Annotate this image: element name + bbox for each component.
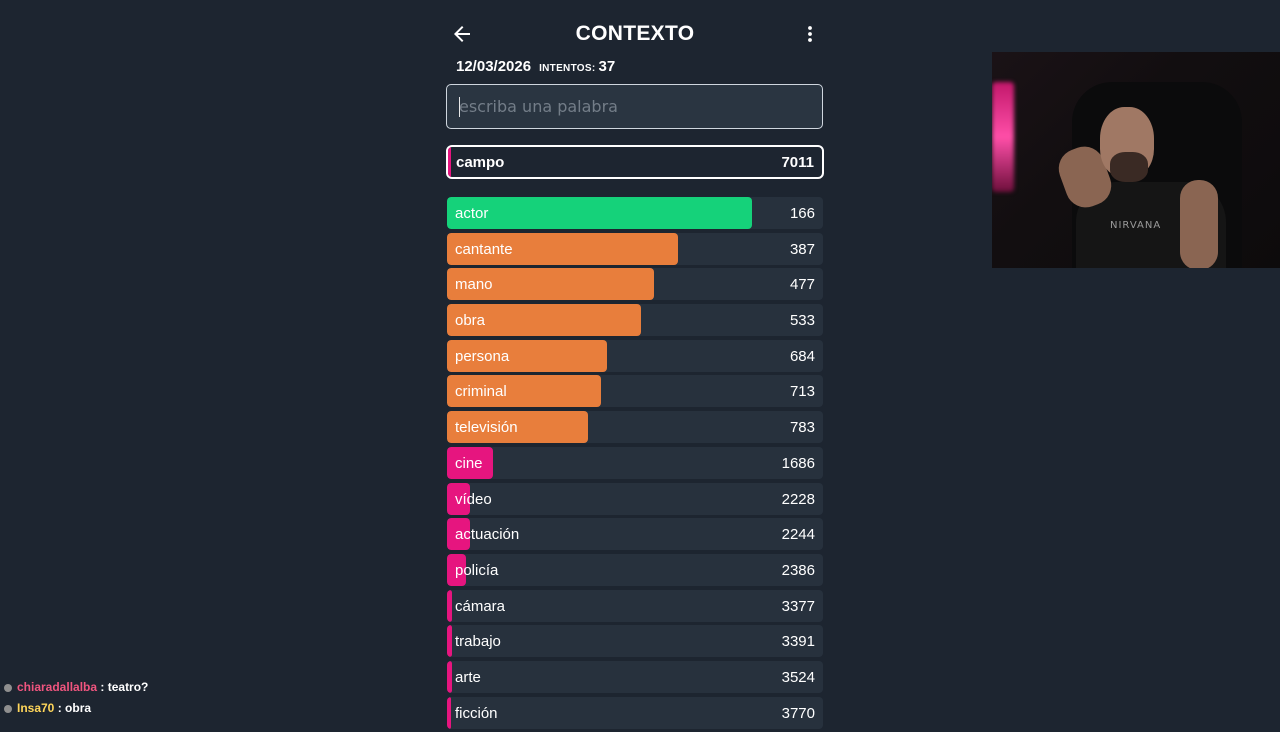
similarity-bar	[447, 518, 470, 551]
contexto-app: CONTEXTO 12/03/2026 INTENTOS:37 campo 701…	[446, 0, 824, 729]
more-vertical-icon	[808, 26, 812, 42]
shirt-print: NIRVANA	[1110, 220, 1162, 231]
similarity-bar	[447, 625, 453, 658]
guess-word: policía	[455, 561, 499, 579]
guess-rank: 684	[789, 347, 815, 365]
chat-username: chiaradallalba	[17, 680, 98, 694]
guess-rank: 713	[789, 383, 815, 401]
guess-word: mano	[455, 276, 493, 294]
similarity-bar	[447, 589, 453, 622]
guess-rank: 3770	[781, 704, 815, 722]
similarity-bar	[447, 339, 607, 372]
guess-rank: 3524	[781, 668, 815, 686]
guess-row: cantante 387	[447, 232, 823, 265]
chat-text: : obra	[57, 701, 92, 715]
guess-row: vídeo 2228	[447, 482, 823, 515]
similarity-bar	[447, 660, 452, 693]
guess-rank: 1686	[781, 454, 815, 472]
guess-rank: 3377	[781, 597, 815, 615]
guess-list: actor 166 cantante 387 mano 477 obra 533 persona…	[447, 197, 823, 732]
chat-message: Insa70 : obra	[4, 701, 148, 722]
similarity-bar	[447, 482, 470, 515]
similarity-bar	[447, 375, 602, 408]
guess-word: cámara	[455, 597, 506, 615]
similarity-bar	[447, 197, 752, 229]
more-menu-button[interactable]	[798, 22, 822, 46]
guess-rank: 477	[789, 276, 815, 294]
page-title: CONTEXTO	[575, 22, 695, 45]
guess-row: criminal 713	[447, 375, 823, 408]
current-guess: campo 7011	[446, 145, 824, 179]
chat-username: Insa70	[17, 701, 55, 715]
current-guess-word: campo	[456, 154, 505, 171]
guess-word: vídeo	[455, 490, 492, 508]
guess-word: televisión	[455, 419, 518, 437]
guess-row: actor 166	[447, 197, 823, 229]
attempts-label: INTENTOS:	[539, 63, 596, 74]
guess-word: ficción	[455, 704, 498, 722]
guess-word: actuación	[455, 526, 520, 544]
guess-row: trabajo 3391	[447, 625, 823, 658]
guess-row: obra 533	[447, 304, 823, 337]
guess-row: policía 2386	[447, 553, 823, 586]
game-date: 12/03/2026	[456, 58, 532, 75]
guess-rank: 166	[789, 205, 815, 222]
user-badge-icon	[4, 683, 12, 692]
guess-word: trabajo	[455, 633, 501, 651]
current-guess-rank: 7011	[781, 154, 814, 171]
current-guess-accent	[448, 147, 451, 177]
attempts-count: 37	[598, 58, 616, 75]
guess-row: televisión 783	[447, 411, 823, 444]
guess-row: mano 477	[447, 268, 823, 301]
chat-message: chiaradallalba : teatro?	[4, 680, 148, 701]
guess-word: cantante	[455, 240, 513, 258]
guess-rank: 2244	[781, 526, 815, 544]
similarity-bar	[447, 268, 654, 301]
text-caret	[459, 97, 460, 117]
guess-row: arte 3524	[447, 660, 823, 693]
guess-word: obra	[455, 312, 486, 330]
game-info: 12/03/2026 INTENTOS: 37	[456, 58, 615, 75]
guess-word: cine	[455, 454, 483, 472]
guess-row: actuación 2244	[447, 518, 823, 551]
guess-rank: 533	[789, 312, 815, 330]
similarity-bar	[447, 411, 588, 444]
header: CONTEXTO	[446, 18, 824, 50]
user-badge-icon	[4, 704, 12, 713]
similarity-bar	[447, 232, 679, 265]
similarity-bar	[447, 553, 466, 586]
stream-chat: chiaradallalba : teatro? Insa70 : obra	[4, 680, 148, 722]
word-input-box	[446, 84, 823, 129]
similarity-bar	[447, 304, 641, 337]
guess-rank: 783	[789, 419, 815, 437]
word-input[interactable]	[447, 85, 822, 128]
guess-rank: 2386	[781, 561, 815, 579]
streamer-arm-right	[1180, 180, 1218, 268]
chat-text: : teatro?	[100, 680, 149, 694]
guess-word: arte	[455, 668, 481, 686]
arrow-left-icon	[454, 26, 470, 42]
guess-word: actor	[455, 205, 489, 222]
back-button[interactable]	[450, 22, 474, 46]
similarity-bar	[447, 696, 451, 729]
guess-word: criminal	[455, 383, 507, 401]
guess-row: cine 1686	[447, 446, 823, 479]
guess-rank: 387	[789, 240, 815, 258]
rgb-light	[992, 82, 1014, 192]
guess-row: cámara 3377	[447, 589, 823, 622]
guess-rank: 3391	[781, 633, 815, 651]
guess-word: persona	[455, 347, 510, 365]
similarity-bar	[447, 446, 493, 479]
guess-rank: 2228	[781, 490, 815, 508]
guess-row: ficción 3770	[447, 696, 823, 729]
guess-row: persona 684	[447, 339, 823, 372]
webcam-overlay: NIRVANA	[992, 52, 1280, 268]
streamer-beard	[1110, 152, 1148, 182]
